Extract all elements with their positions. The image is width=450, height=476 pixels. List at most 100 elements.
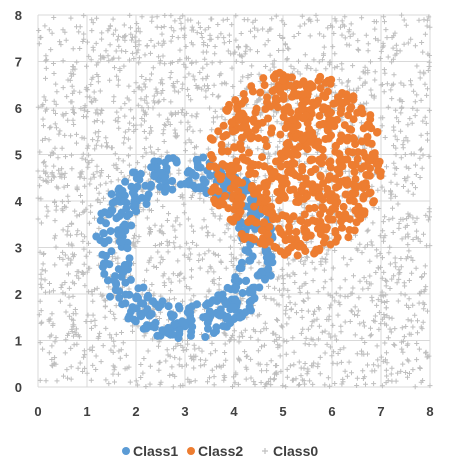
class2-point xyxy=(302,227,311,236)
y-tick-label-4: 4 xyxy=(15,194,23,209)
class1-point xyxy=(231,273,240,282)
class2-point xyxy=(344,147,353,156)
axis-layer: 0 1 2 3 4 5 6 7 8 0 1 2 3 4 5 6 7 8 xyxy=(15,8,434,419)
class1-point xyxy=(112,214,121,223)
class2-point xyxy=(242,233,251,241)
class1-point xyxy=(178,317,187,326)
class2-point xyxy=(262,142,271,151)
class1-point xyxy=(192,300,201,309)
class2-point xyxy=(265,222,274,231)
class1-point xyxy=(232,283,241,291)
class1-point xyxy=(168,330,177,339)
class2-point xyxy=(337,105,346,114)
class2-point xyxy=(310,101,319,110)
class2-point xyxy=(306,137,315,146)
y-tick-label-5: 5 xyxy=(15,148,22,163)
class2-point xyxy=(257,226,266,235)
class1-point xyxy=(110,276,118,285)
class2-point xyxy=(205,162,214,171)
class1-point xyxy=(134,294,142,302)
class1-point xyxy=(172,158,181,167)
x-tick-label-5: 5 xyxy=(279,404,286,419)
legend-label-class1: Class1 xyxy=(133,443,178,459)
class2-point xyxy=(301,174,310,183)
class2-point xyxy=(368,150,377,159)
class2-point xyxy=(212,163,221,172)
class1-point xyxy=(130,192,139,201)
y-tick-label-1: 1 xyxy=(15,334,22,349)
class1-point xyxy=(196,184,204,193)
class2-point xyxy=(269,72,278,81)
class1-point xyxy=(222,300,231,308)
class1-point xyxy=(188,322,197,331)
class2-point xyxy=(359,148,368,157)
class2-point xyxy=(340,121,349,130)
class1-point xyxy=(147,163,156,172)
x-tick-label-6: 6 xyxy=(328,404,335,419)
class1-point xyxy=(241,246,250,255)
class2-point xyxy=(327,108,335,117)
class1-point xyxy=(125,254,134,263)
class1-point xyxy=(139,299,148,308)
class1-point xyxy=(201,178,210,187)
class1-point xyxy=(152,163,161,172)
class1-point xyxy=(265,253,274,262)
class2-point xyxy=(266,102,275,111)
class2-point xyxy=(227,118,236,127)
class2-point xyxy=(313,183,322,192)
class1-point xyxy=(204,324,212,333)
class2-point xyxy=(350,168,359,176)
class2-point xyxy=(214,127,223,136)
class2-point xyxy=(263,230,272,239)
class2-point xyxy=(207,151,216,159)
class1-point xyxy=(209,329,218,337)
class1-point xyxy=(115,293,124,302)
class2-point xyxy=(208,135,217,144)
class2-point xyxy=(339,202,348,211)
class2-point xyxy=(276,88,285,97)
class2-point xyxy=(334,182,343,191)
class2-point xyxy=(296,194,305,203)
class2-point xyxy=(323,190,332,199)
class1-point xyxy=(120,220,129,229)
class1-point xyxy=(99,229,108,238)
class2-point xyxy=(278,76,287,85)
class2-point xyxy=(245,148,253,157)
class2-point xyxy=(351,140,360,149)
class2-point xyxy=(270,168,279,176)
class2-point xyxy=(306,80,315,89)
x-tick-label-3: 3 xyxy=(181,404,188,419)
class2-point xyxy=(267,128,276,137)
class2-point xyxy=(299,77,308,86)
class2-point xyxy=(278,211,287,220)
class2-point xyxy=(347,189,356,198)
class2-point xyxy=(251,108,260,117)
y-tick-label-3: 3 xyxy=(15,241,22,256)
class1-point xyxy=(202,312,210,321)
class2-point xyxy=(289,125,297,134)
class2-point xyxy=(229,127,237,136)
class2-point xyxy=(353,182,362,191)
y-tick-label-7: 7 xyxy=(15,55,22,70)
class2-point xyxy=(336,137,345,145)
class2-point xyxy=(248,87,257,96)
class2-point xyxy=(290,88,299,97)
class2-point xyxy=(328,205,337,213)
class2-point xyxy=(315,157,324,165)
class2-point xyxy=(321,234,330,242)
class1-point xyxy=(161,187,169,196)
class2-point xyxy=(232,157,241,166)
class1-point xyxy=(123,212,131,221)
class2-point xyxy=(292,228,301,236)
class2-point xyxy=(280,107,289,116)
class1-point xyxy=(238,289,247,297)
class1-point xyxy=(229,303,238,312)
class2-point xyxy=(319,119,328,128)
class2-point xyxy=(326,163,335,172)
x-tick-label-8: 8 xyxy=(426,404,433,419)
class2-point xyxy=(338,223,346,232)
class2-point xyxy=(231,96,240,105)
class2-point xyxy=(347,125,356,134)
class1-point xyxy=(231,295,240,304)
